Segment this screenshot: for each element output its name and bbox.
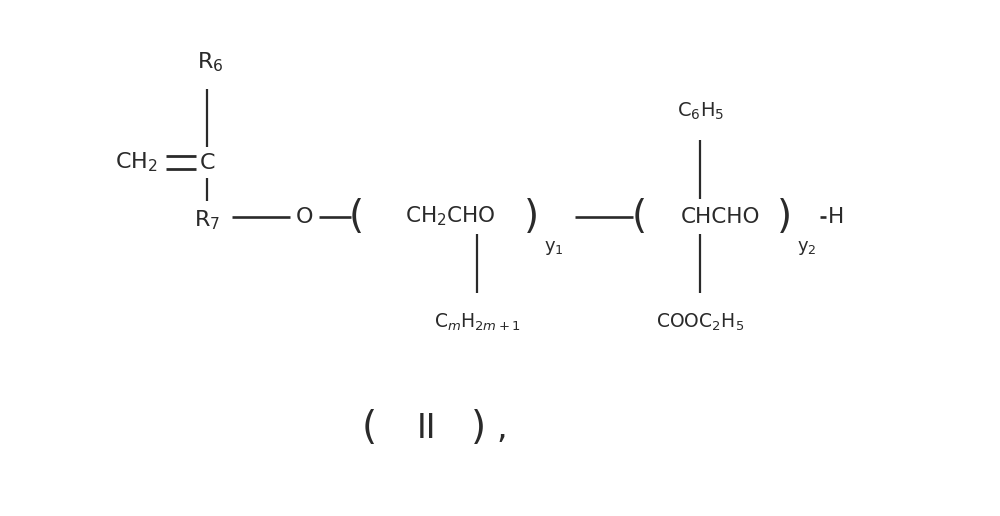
Text: C$_m$H$_{2m+1}$: C$_m$H$_{2m+1}$ — [434, 311, 521, 333]
Text: (: ( — [631, 198, 646, 236]
Text: ,: , — [497, 412, 507, 445]
Text: ): ) — [777, 198, 792, 236]
Text: R$_7$: R$_7$ — [194, 209, 221, 232]
Text: COOC$_2$H$_5$: COOC$_2$H$_5$ — [656, 311, 744, 333]
Text: C: C — [200, 153, 215, 172]
Text: C$_6$H$_5$: C$_6$H$_5$ — [677, 101, 724, 122]
Text: ): ) — [471, 409, 486, 447]
Text: H: H — [828, 207, 844, 227]
Text: CH$_2$CHO: CH$_2$CHO — [405, 205, 496, 229]
Text: CH$_2$: CH$_2$ — [115, 151, 157, 174]
Text: II: II — [417, 412, 436, 445]
Text: y$_1$: y$_1$ — [544, 239, 563, 257]
Text: (: ( — [362, 409, 377, 447]
Text: O: O — [296, 207, 313, 227]
Text: y$_2$: y$_2$ — [797, 239, 816, 257]
Text: ): ) — [524, 198, 539, 236]
Text: CHCHO: CHCHO — [680, 207, 760, 227]
Text: (: ( — [349, 198, 364, 236]
Text: R$_6$: R$_6$ — [197, 51, 224, 74]
